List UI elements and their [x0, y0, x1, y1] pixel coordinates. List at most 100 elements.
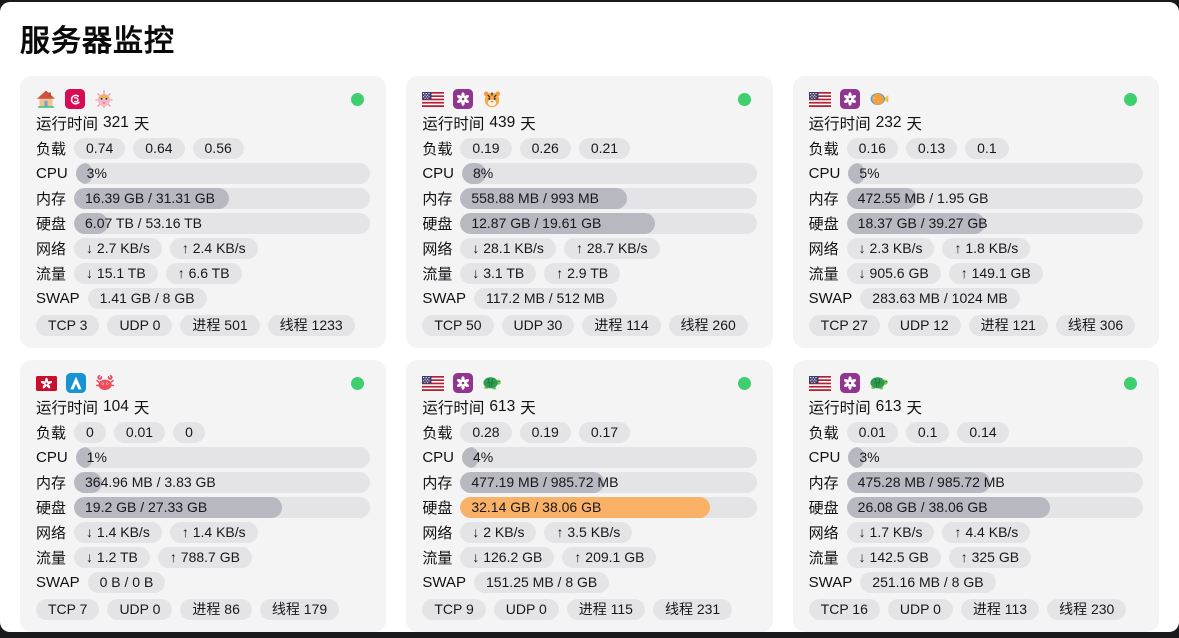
turtle-icon	[869, 373, 889, 393]
server-card[interactable]: 运行时间 613 天 负载 0.28 0.19 0.17 CPU 4% 内存 477…	[406, 360, 773, 632]
centos-icon	[839, 373, 860, 393]
load-label: 负载	[422, 140, 453, 158]
memory-progress-fill	[74, 471, 102, 493]
network-speed-pill: ↓ 2.7 KB/s	[74, 238, 162, 260]
network-speeds: ↓ 2 KB/s ↑ 3.5 KB/s	[460, 522, 756, 544]
load-label: 负载	[808, 424, 839, 442]
network-speed-pill: ↓ 28.1 KB/s	[460, 238, 556, 260]
status-online-dot	[737, 376, 751, 390]
network-speed-pill: ↓ 1.7 KB/s	[846, 522, 935, 544]
server-icons	[422, 373, 502, 393]
server-card[interactable]: 运行时间 439 天 负载 0.19 0.26 0.21 CPU 8% 内存 558…	[406, 76, 773, 348]
stat-pill: UDP 0	[107, 315, 173, 337]
blowfish-icon	[94, 89, 114, 109]
disk-usage-text: 6.07 TB / 53.16 TB	[85, 215, 203, 232]
server-card[interactable]: 运行时间 232 天 负载 0.16 0.13 0.1 CPU 5% 内存 472.…	[792, 76, 1159, 348]
uptime-unit: 天	[133, 400, 150, 418]
memory-label: 内存	[36, 474, 67, 492]
memory-label: 内存	[808, 190, 839, 208]
status-online-dot	[737, 92, 751, 106]
cpu-progress-fill	[462, 446, 478, 468]
traffic-totals: ↓ 142.5 GB ↑ 325 GB	[846, 547, 1143, 569]
centos-icon	[839, 89, 860, 109]
cpu-progress-bar: 5%	[848, 162, 1143, 184]
swap-row: SWAP 1.41 GB / 8 GB	[36, 287, 370, 311]
load-value-pill: 0.1	[965, 137, 1009, 159]
uptime-label: 运行时间	[808, 400, 871, 418]
traffic-label: 流量	[808, 266, 839, 284]
traffic-total-pill: ↓ 126.2 GB	[460, 547, 555, 569]
load-value-pill: 0.13	[905, 137, 958, 159]
memory-progress-fill	[460, 471, 604, 493]
memory-label: 内存	[36, 190, 67, 208]
network-label: 网络	[808, 525, 839, 543]
swap-value-pill: 283.63 MB / 1024 MB	[860, 288, 1020, 310]
load-label: 负载	[422, 424, 453, 442]
load-value-pill: 0.19	[460, 137, 512, 159]
network-speeds: ↓ 28.1 KB/s ↑ 28.7 KB/s	[460, 238, 756, 260]
uptime-value: 439	[489, 114, 516, 132]
load-value-pill: 0	[74, 421, 106, 443]
load-value-pill: 0.64	[133, 137, 185, 159]
traffic-row: 流量 ↓ 126.2 GB ↑ 209.1 GB	[422, 546, 756, 570]
disk-progress-fill	[74, 497, 283, 519]
load-value-pill: 0.14	[957, 421, 1009, 443]
traffic-row: 流量 ↓ 3.1 TB ↑ 2.9 TB	[422, 262, 756, 286]
stat-pill: 进程 86	[180, 599, 252, 621]
us-flag-icon	[808, 91, 831, 107]
cpu-row: CPU 4%	[422, 445, 757, 469]
stat-pill: TCP 27	[808, 315, 880, 337]
uptime-value: 232	[875, 114, 902, 132]
stat-pill: 进程 113	[960, 599, 1040, 621]
load-value-pill: 0.21	[578, 137, 631, 159]
server-card[interactable]: 运行时间 321 天 负载 0.74 0.64 0.56 CPU 3% 内存 16.…	[20, 76, 387, 348]
cpu-usage-text: 8%	[473, 164, 494, 181]
stats-row: TCP 3 UDP 0 进程 501 线程 1233	[36, 314, 370, 338]
load-row: 负载 0.16 0.13 0.1	[809, 136, 1143, 160]
disk-row: 硬盘 32.14 GB / 38.06 GB	[422, 496, 757, 520]
network-row: 网络 ↓ 2 KB/s ↑ 3.5 KB/s	[422, 521, 756, 545]
page-title: 服务器监控	[20, 25, 175, 58]
status-online-dot	[1124, 376, 1137, 390]
traffic-total-pill: ↑ 6.6 TB	[165, 263, 242, 285]
cpu-usage-text: 3%	[86, 164, 107, 181]
us-flag-icon	[808, 375, 831, 391]
network-speed-pill: ↑ 1.4 KB/s	[169, 522, 258, 544]
traffic-label: 流量	[36, 550, 67, 568]
uptime-label: 运行时间	[422, 116, 485, 134]
network-row: 网络 ↓ 28.1 KB/s ↑ 28.7 KB/s	[422, 237, 756, 261]
uptime-value: 613	[489, 398, 516, 416]
server-icons	[808, 89, 889, 109]
swap-label: SWAP	[808, 290, 853, 308]
stat-pill: 进程 501	[180, 315, 260, 337]
stat-pill: TCP 7	[36, 599, 100, 621]
memory-usage-text: 472.55 MB / 1.95 GB	[857, 189, 989, 206]
arch-icon	[66, 373, 86, 393]
load-row: 负载 0 0.01 0	[36, 420, 370, 444]
stat-pill: 进程 114	[582, 315, 661, 337]
load-value-pill: 0.01	[113, 421, 166, 443]
connection-stats: TCP 50 UDP 30 进程 114 线程 260	[422, 315, 756, 337]
load-values: 0 0.01 0	[74, 421, 370, 443]
swap-usage: 117.2 MB / 512 MB	[473, 288, 757, 310]
network-speed-pill: ↓ 1.4 KB/s	[74, 522, 162, 544]
traffic-row: 流量 ↓ 15.1 TB ↑ 6.6 TB	[36, 262, 370, 286]
traffic-row: 流量 ↓ 142.5 GB ↑ 325 GB	[809, 546, 1143, 570]
traffic-label: 流量	[808, 550, 839, 568]
cpu-label: CPU	[422, 164, 454, 182]
traffic-total-pill: ↓ 142.5 GB	[846, 547, 941, 569]
cpu-row: CPU 3%	[36, 161, 371, 185]
swap-row: SWAP 151.25 MB / 8 GB	[422, 571, 756, 595]
swap-label: SWAP	[422, 574, 466, 592]
server-card[interactable]: 运行时间 613 天 负载 0.01 0.1 0.14 CPU 3% 内存 475.…	[792, 360, 1159, 632]
memory-progress-bar: 16.39 GB / 31.31 GB	[74, 187, 371, 209]
memory-progress-fill	[846, 187, 917, 209]
traffic-total-pill: ↓ 1.2 TB	[74, 547, 150, 569]
network-speeds: ↓ 1.4 KB/s ↑ 1.4 KB/s	[74, 522, 370, 544]
memory-progress-bar: 477.19 MB / 985.72 MB	[460, 471, 757, 493]
memory-label: 内存	[422, 474, 453, 492]
uptime-row: 运行时间 439 天	[422, 111, 756, 135]
server-card[interactable]: 运行时间 104 天 负载 0 0.01 0 CPU 1% 内存 364.96 MB…	[20, 360, 387, 632]
disk-progress-bar: 19.2 GB / 27.33 GB	[74, 497, 371, 519]
uptime-unit: 天	[133, 116, 150, 134]
